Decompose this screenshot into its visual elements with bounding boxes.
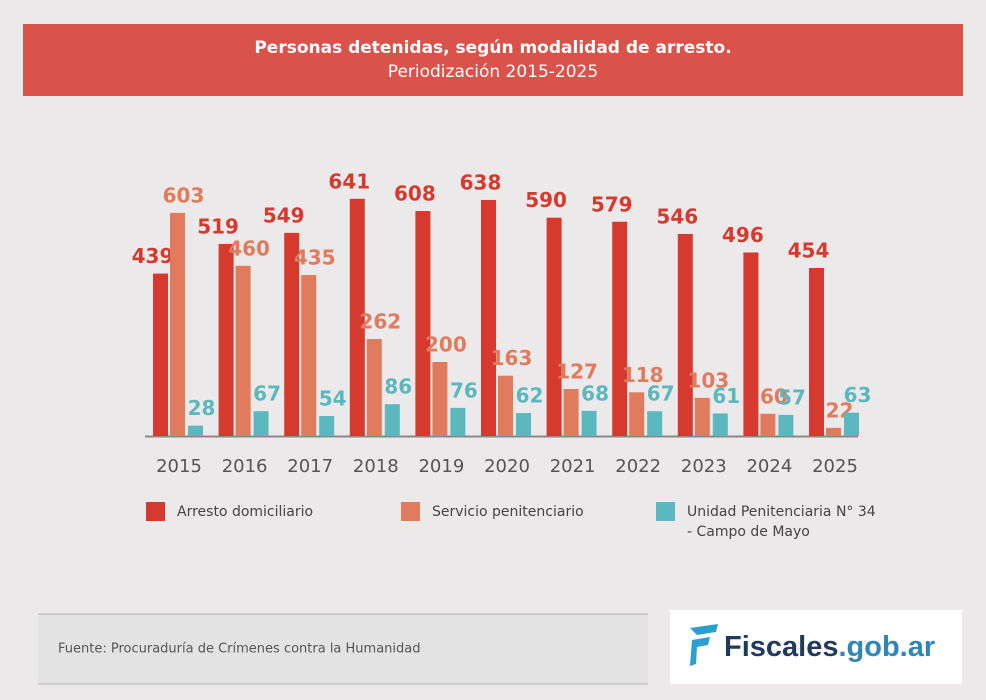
data-label: 76 <box>450 378 478 402</box>
x-tick-label: 2023 <box>681 456 727 477</box>
legend-item: Arresto domiciliario <box>146 502 367 522</box>
bar <box>612 221 628 436</box>
data-label: 641 <box>328 169 370 193</box>
data-label: 546 <box>656 204 698 228</box>
data-label: 63 <box>844 383 872 407</box>
data-label: 496 <box>722 223 764 247</box>
data-label: 127 <box>556 360 598 384</box>
data-label: 68 <box>581 381 609 405</box>
source-box <box>38 614 648 684</box>
bar <box>546 217 562 436</box>
bar <box>218 243 234 436</box>
x-tick-label: 2019 <box>418 456 464 477</box>
bar <box>581 410 597 436</box>
legend-label: Unidad Penitenciaria N° 34 - Campo de Ma… <box>687 504 876 540</box>
legend-item: Servicio penitenciario <box>401 502 622 522</box>
bar <box>415 211 431 436</box>
bar <box>516 413 531 436</box>
logo-domain: .gob.ar <box>838 631 935 663</box>
legend-swatch <box>401 502 420 521</box>
legend-swatch <box>146 502 165 521</box>
data-label: 28 <box>188 396 216 420</box>
data-label: 549 <box>263 203 305 227</box>
bar <box>170 212 185 436</box>
x-tick-label: 2025 <box>812 456 858 477</box>
x-tick-label: 2015 <box>156 456 202 477</box>
data-label: 60 <box>760 384 788 408</box>
bar <box>450 407 466 436</box>
x-tick-label: 2016 <box>222 456 268 477</box>
bar <box>349 198 365 436</box>
bar <box>629 392 645 436</box>
bar <box>498 375 513 436</box>
bar <box>809 268 824 436</box>
data-label: 590 <box>525 188 567 212</box>
bar <box>712 413 728 436</box>
x-tick-label: 2020 <box>484 456 530 477</box>
bar <box>481 199 496 436</box>
bar <box>384 404 400 436</box>
bar <box>301 275 317 436</box>
bar <box>563 389 579 436</box>
bar <box>743 252 759 436</box>
legend-swatch <box>656 502 675 521</box>
source-text: Fuente: Procuraduría de Crímenes contra … <box>58 642 421 657</box>
legend-item: Unidad Penitenciaria N° 34 - Campo de Ma… <box>656 502 877 542</box>
chart-title: Personas detenidas, según modalidad de a… <box>254 38 731 58</box>
bar <box>432 362 448 436</box>
bar <box>319 416 335 436</box>
data-label: 86 <box>384 375 412 399</box>
logo-box <box>670 610 962 684</box>
bar <box>694 397 710 436</box>
x-tick-label: 2017 <box>287 456 333 477</box>
x-tick-label: 2018 <box>353 456 399 477</box>
bar <box>366 339 382 436</box>
data-label: 54 <box>319 387 347 411</box>
legend-label: Arresto domiciliario <box>177 504 314 520</box>
chart-subtitle: Periodización 2015-2025 <box>388 62 598 82</box>
x-tick-label: 2022 <box>615 456 661 477</box>
data-label: 608 <box>394 182 436 206</box>
legend-label: Servicio penitenciario <box>432 504 584 520</box>
data-label: 67 <box>253 382 281 406</box>
data-label: 61 <box>712 384 740 408</box>
x-tick-label: 2024 <box>746 456 792 477</box>
bar <box>284 232 300 436</box>
data-label: 603 <box>163 183 205 207</box>
bar <box>235 265 251 436</box>
bar <box>253 411 269 436</box>
data-label: 118 <box>622 363 664 387</box>
data-label: 460 <box>228 236 270 260</box>
data-label: 439 <box>132 244 174 268</box>
title-banner <box>23 24 963 96</box>
bar <box>778 414 794 436</box>
logo-text: Fiscales.gob.ar <box>724 631 935 663</box>
data-label: 163 <box>491 346 533 370</box>
data-label: 62 <box>516 384 544 408</box>
bar <box>153 273 168 436</box>
data-label: 103 <box>687 368 729 392</box>
data-label: 262 <box>359 310 401 334</box>
bar <box>844 412 859 436</box>
bar <box>647 411 663 436</box>
x-tick-label: 2021 <box>550 456 596 477</box>
data-label: 454 <box>788 239 830 263</box>
bar <box>826 427 841 436</box>
data-label: 638 <box>460 170 502 194</box>
data-label: 67 <box>647 382 675 406</box>
data-label: 200 <box>425 333 467 357</box>
data-label: 579 <box>591 192 633 216</box>
bar <box>677 233 693 436</box>
data-label: 57 <box>778 385 806 409</box>
bar <box>188 425 203 436</box>
data-label: 519 <box>197 214 239 238</box>
bar <box>760 413 776 436</box>
logo-name: Fiscales <box>724 631 838 663</box>
data-label: 435 <box>294 246 336 270</box>
logo-icon <box>690 624 718 666</box>
